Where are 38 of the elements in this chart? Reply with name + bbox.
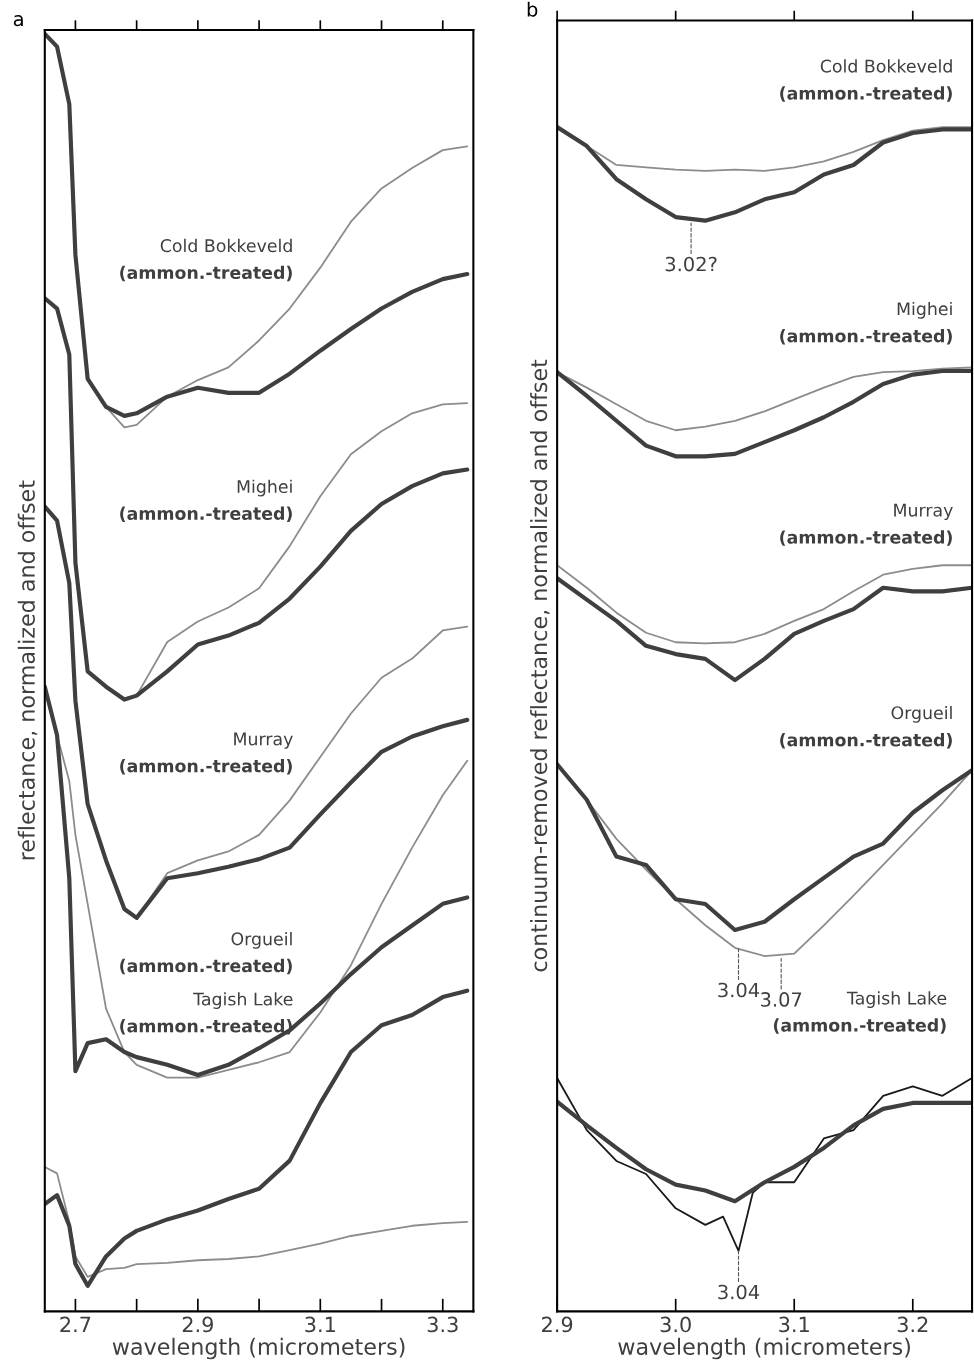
annotation: 3.07 — [761, 992, 802, 1007]
x-axis-title: wavelength (micrometers) — [618, 1337, 910, 1360]
annotation: 3.04 — [718, 1284, 760, 1300]
annotation: Murray — [234, 732, 293, 749]
annotation: 3.04 — [718, 982, 760, 998]
annotation: (ammon.-treated) — [120, 1019, 292, 1035]
annotation: (ammon.-treated) — [120, 758, 292, 775]
x-axis-title: wavelength (micrometers) — [112, 1337, 405, 1360]
annotation: (ammon.-treated) — [120, 265, 292, 282]
x-tick-label: 2.7 — [60, 1316, 91, 1333]
annotation: (ammon.-treated) — [780, 530, 952, 546]
annotation: (ammon.-treated) — [120, 506, 292, 523]
annotation: 3.02? — [665, 256, 717, 272]
annotation: (ammon.-treated) — [780, 733, 952, 749]
text: Cold Bokkeveld — [820, 59, 952, 73]
annotation: Orgueil — [231, 931, 292, 949]
annotation: (ammon.-treated) — [780, 328, 952, 345]
annotation: Mighei — [237, 479, 292, 497]
x-tick-label: 2.9 — [182, 1316, 213, 1333]
annotation: (ammon.-treated) — [120, 958, 292, 975]
x-tick-label: 3.1 — [779, 1316, 809, 1333]
annotation: Murray — [894, 503, 953, 521]
annotation: (ammon.-treated) — [773, 1018, 946, 1034]
text: (ammon.-treated) — [780, 86, 952, 102]
chart-title: b — [527, 1, 538, 17]
y-axis-title: reflectance, normalized and offset — [17, 480, 38, 860]
x-tick-label: 2.9 — [542, 1316, 573, 1333]
chart-title: a — [13, 15, 23, 27]
annotation: Cold Bokkeveld — [160, 238, 292, 253]
y-axis-title: continuum-removed reflectance, normalized and offset — [530, 359, 550, 972]
annotation: Mighei — [897, 301, 952, 319]
x-tick-label: 3.0 — [660, 1316, 691, 1333]
annotation: Tagish Lake — [846, 991, 947, 1009]
annotation: Orgueil — [891, 705, 952, 723]
x-tick-label: 3.1 — [305, 1316, 335, 1333]
annotation: Tagish Lake — [193, 992, 293, 1009]
x-tick-label: 3.2 — [897, 1316, 928, 1333]
x-tick-label: 3.3 — [427, 1316, 458, 1333]
